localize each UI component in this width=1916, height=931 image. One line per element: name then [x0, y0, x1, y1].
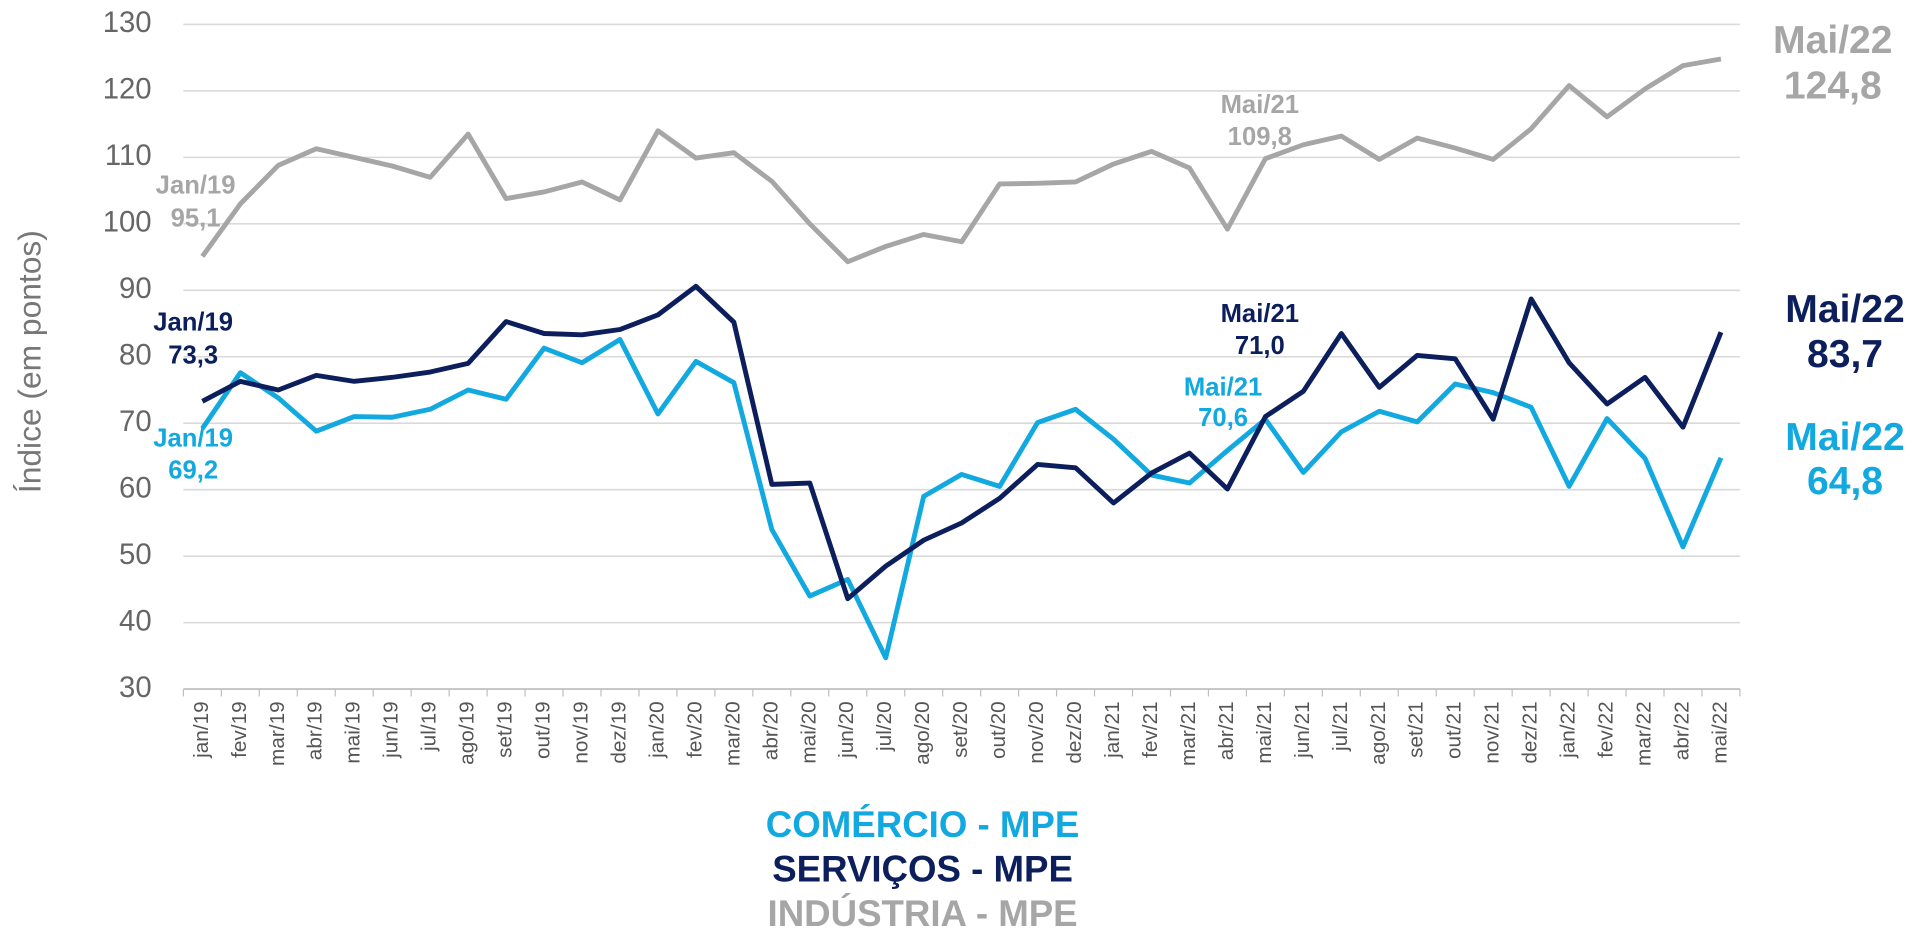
x-tick-label: set/20	[949, 701, 972, 758]
x-tick-label: abr/20	[759, 701, 782, 760]
x-tick-label: out/21	[1443, 701, 1466, 759]
x-tick-label: jul/21	[1329, 701, 1352, 752]
annotation-label: Mai/21	[1221, 300, 1299, 328]
x-tick-label: abr/22	[1670, 701, 1693, 760]
x-tick-label: nov/20	[1025, 701, 1048, 763]
annotation-label: Mai/22	[1773, 19, 1892, 62]
series-line	[200, 56, 1722, 265]
x-tick-label: ago/20	[911, 701, 934, 765]
x-tick-label: nov/21	[1481, 701, 1504, 763]
annotation-label: Mai/21	[1221, 91, 1299, 119]
x-tick-label: mar/20	[721, 701, 744, 766]
series-line	[200, 337, 1724, 661]
x-tick-label: out/19	[532, 701, 555, 759]
x-tick-label: jan/20	[645, 701, 668, 759]
annotation-label: Jan/19	[156, 172, 236, 200]
annotation-label: Jan/19	[153, 425, 233, 453]
annotation-label: Mai/22	[1785, 288, 1904, 331]
x-tick-label: mar/19	[266, 701, 289, 766]
x-tick-label: jun/20	[835, 701, 858, 759]
legend-entry: SERVIÇOS - MPE	[772, 848, 1073, 889]
x-tick-label: fev/20	[683, 701, 706, 758]
x-tick-label: dez/21	[1519, 701, 1542, 763]
y-tick-label: 80	[119, 339, 152, 372]
data-label: 69,2	[168, 456, 218, 484]
x-tick-label: fev/19	[228, 701, 251, 758]
x-tick-label: mai/22	[1708, 701, 1731, 763]
x-tick-label: set/19	[494, 701, 517, 758]
data-label: 73,3	[168, 342, 218, 370]
annotation-label: Mai/22	[1785, 416, 1904, 459]
x-tick-label: out/20	[987, 701, 1010, 759]
y-axis-label: Índice (em pontos)	[11, 230, 47, 493]
x-tick-label: fev/22	[1595, 701, 1618, 758]
annotation-label: Jan/19	[153, 309, 233, 337]
y-tick-label: 40	[119, 604, 152, 637]
x-tick-label: dez/20	[1063, 701, 1086, 763]
x-tick-label: ago/19	[456, 701, 479, 765]
x-tick-label: mai/21	[1253, 701, 1276, 763]
x-tick-label: set/21	[1405, 701, 1428, 758]
x-tick-label: abr/21	[1215, 701, 1238, 760]
x-tick-label: mar/21	[1177, 701, 1200, 766]
x-tick-label: jan/19	[190, 701, 213, 759]
y-tick-label: 70	[119, 405, 152, 438]
data-label: 83,7	[1807, 333, 1883, 376]
x-tick-label: mai/20	[797, 701, 820, 763]
data-label: 71,0	[1235, 332, 1285, 360]
data-label: 109,8	[1228, 123, 1292, 151]
y-tick-label: 100	[103, 206, 152, 239]
x-tick-label: jun/21	[1291, 701, 1314, 759]
x-tick-label: mai/19	[342, 701, 365, 763]
legend-entry: COMÉRCIO - MPE	[766, 804, 1080, 845]
y-tick-label: 50	[119, 538, 152, 571]
legend-entry: INDÚSTRIA - MPE	[768, 892, 1078, 931]
x-tick-label: jun/19	[380, 701, 403, 759]
x-tick-label: ago/21	[1367, 701, 1390, 765]
data-label: 64,8	[1807, 460, 1883, 503]
y-tick-label: 90	[119, 272, 152, 305]
data-label: 124,8	[1784, 64, 1882, 107]
data-label: 70,6	[1198, 404, 1248, 432]
data-label: 95,1	[171, 205, 221, 233]
x-tick-label: abr/19	[304, 701, 327, 760]
x-tick-label: jan/21	[1101, 701, 1124, 759]
y-tick-label: 60	[119, 471, 152, 504]
x-tick-label: jul/19	[418, 701, 441, 752]
y-tick-label: 110	[105, 139, 152, 172]
x-tick-label: jul/20	[873, 701, 896, 752]
x-tick-label: mar/22	[1633, 701, 1656, 766]
x-tick-label: fev/21	[1139, 701, 1162, 758]
y-tick-label: 130	[103, 6, 152, 39]
annotation-label: Mai/21	[1184, 373, 1262, 401]
y-tick-label: 120	[103, 73, 152, 106]
x-tick-label: jan/22	[1557, 701, 1580, 759]
series-line	[201, 283, 1724, 602]
y-tick-label: 30	[119, 671, 152, 704]
x-tick-label: nov/19	[570, 701, 593, 763]
x-tick-label: dez/19	[607, 701, 630, 763]
